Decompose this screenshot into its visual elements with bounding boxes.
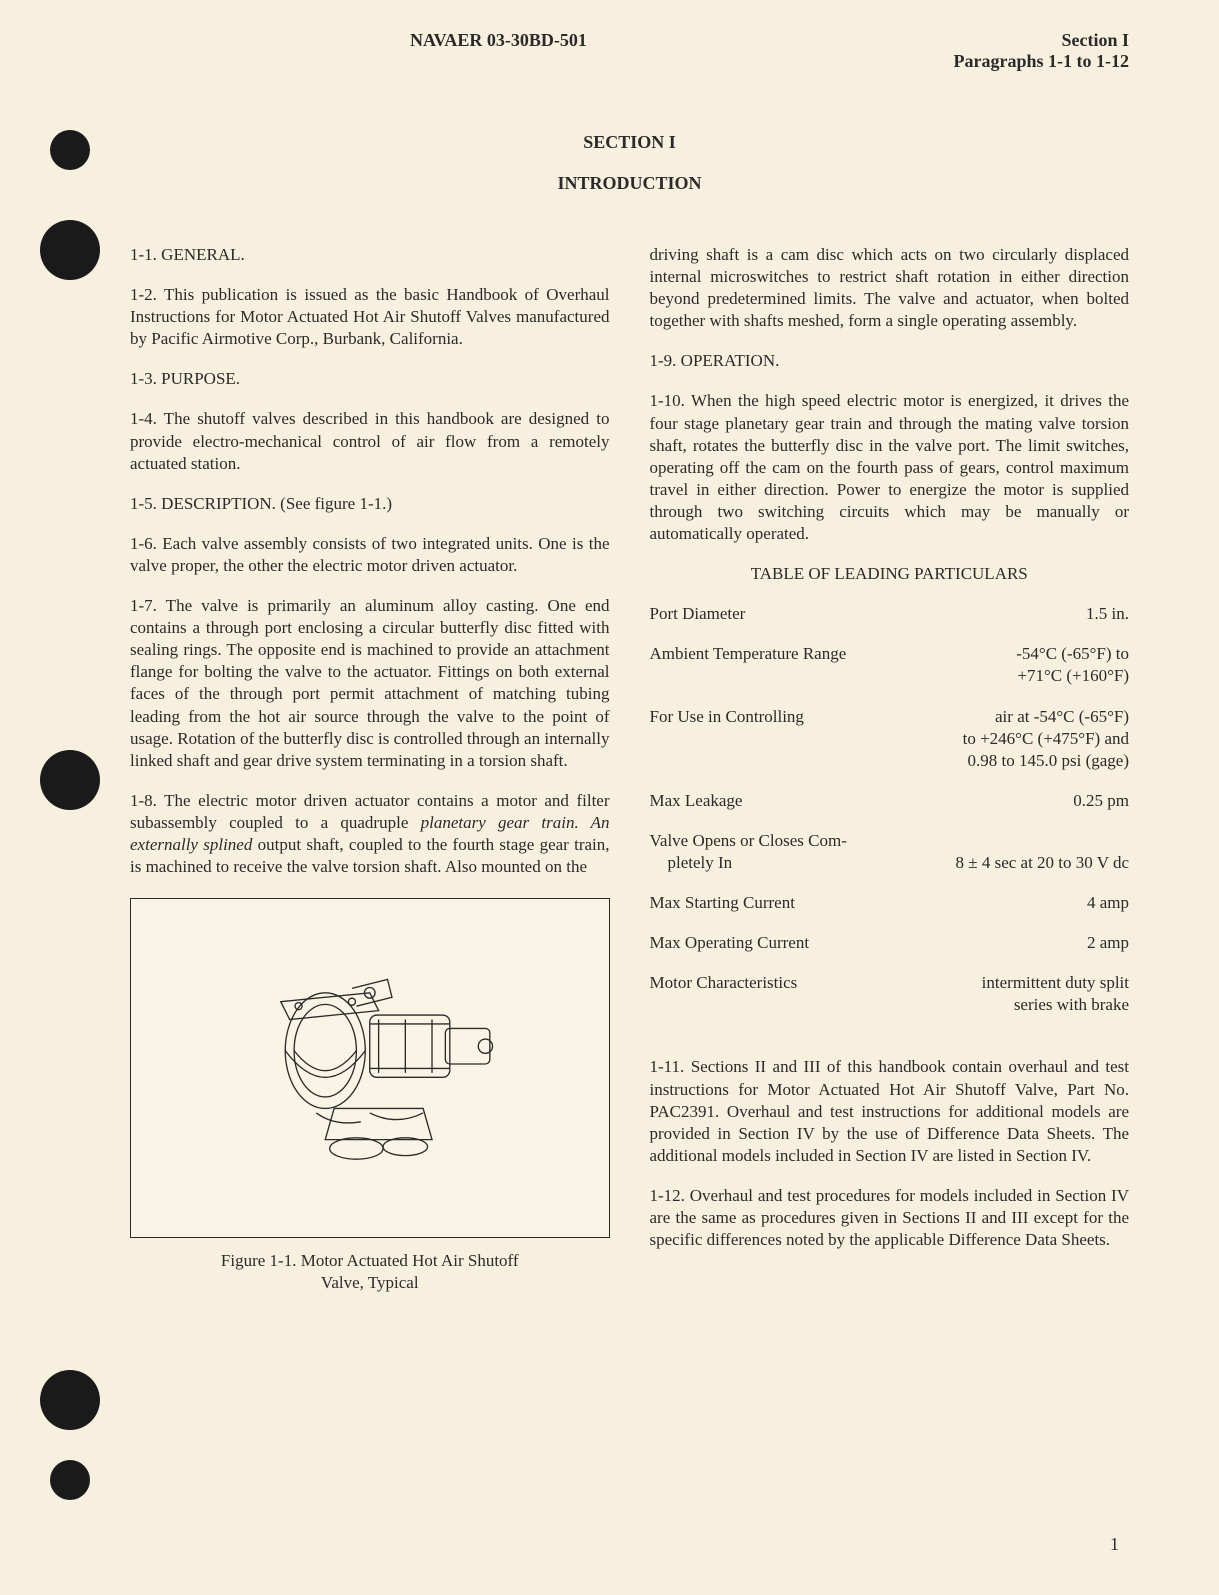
para-1-6: 1-6. Each valve assembly consists of two…	[130, 533, 610, 577]
spec-value: 2 amp	[1087, 932, 1129, 954]
spec-label: For Use in Controlling	[650, 706, 804, 728]
para-1-5: 1-5. DESCRIPTION. (See figure 1-1.)	[130, 493, 610, 515]
right-column: driving shaft is a cam disc which acts o…	[650, 244, 1130, 1294]
spec-value: intermittent duty split	[982, 972, 1129, 994]
spec-label-line1: Valve Opens or Closes Com-	[650, 830, 1130, 852]
spec-label: Ambient Temperature Range	[650, 643, 847, 665]
page-number: 1	[1110, 1534, 1119, 1555]
spec-continuation: to +246°C (+475°F) and	[650, 728, 1130, 750]
spec-max-starting: Max Starting Current 4 amp	[650, 892, 1130, 914]
para-1-10: 1-10. When the high speed electric motor…	[650, 390, 1130, 545]
page-header: NAVAER 03-30BD-501 Section I Paragraphs …	[130, 30, 1129, 72]
spec-port-diameter: Port Diameter 1.5 in.	[650, 603, 1130, 625]
content-columns: 1-1. GENERAL. 1-2. This publication is i…	[130, 244, 1129, 1294]
punch-hole	[40, 1370, 100, 1430]
spec-max-operating: Max Operating Current 2 amp	[650, 932, 1130, 954]
para-1-12: 1-12. Overhaul and test procedures for m…	[650, 1185, 1130, 1251]
para-1-4: 1-4. The shutoff valves described in thi…	[130, 408, 610, 474]
spec-max-leakage: Max Leakage 0.25 pm	[650, 790, 1130, 812]
para-1-9: 1-9. OPERATION.	[650, 350, 1130, 372]
spec-value: 4 amp	[1087, 892, 1129, 914]
spec-value: -54°C (-65°F) to	[1016, 643, 1129, 665]
spec-continuation: +71°C (+160°F)	[650, 665, 1130, 687]
spec-ambient-temp: Ambient Temperature Range -54°C (-65°F) …	[650, 643, 1130, 687]
punch-hole	[50, 1460, 90, 1500]
spec-label: Max Operating Current	[650, 932, 810, 954]
spec-continuation: series with brake	[650, 994, 1130, 1016]
spec-label: pletely In	[668, 852, 733, 874]
punch-hole	[40, 750, 100, 810]
para-1-1: 1-1. GENERAL.	[130, 244, 610, 266]
section-label: Section I	[954, 30, 1129, 51]
para-1-11: 1-11. Sections II and III of this handbo…	[650, 1056, 1130, 1166]
document-number: NAVAER 03-30BD-501	[410, 30, 587, 72]
header-right: Section I Paragraphs 1-1 to 1-12	[954, 30, 1129, 72]
spec-label: Motor Characteristics	[650, 972, 798, 994]
para-1-8: 1-8. The electric motor driven actuator …	[130, 790, 610, 878]
left-column: 1-1. GENERAL. 1-2. This publication is i…	[130, 244, 610, 1294]
punch-hole	[50, 130, 90, 170]
para-1-3: 1-3. PURPOSE.	[130, 368, 610, 390]
figure-caption-line2: Valve, Typical	[130, 1272, 610, 1294]
section-title: SECTION I	[130, 132, 1129, 153]
spec-value: 1.5 in.	[1086, 603, 1129, 625]
spec-value: 8 ± 4 sec at 20 to 30 V dc	[956, 852, 1130, 874]
introduction-title: INTRODUCTION	[130, 173, 1129, 194]
para-1-8-continued: driving shaft is a cam disc which acts o…	[650, 244, 1130, 332]
spec-valve-opens: Valve Opens or Closes Com- pletely In 8 …	[650, 830, 1130, 874]
figure-caption: Figure 1-1. Motor Actuated Hot Air Shuto…	[130, 1250, 610, 1294]
punch-hole	[40, 220, 100, 280]
spec-label: Max Starting Current	[650, 892, 795, 914]
figure-1-1-container	[130, 898, 610, 1238]
spec-motor-char: Motor Characteristics intermittent duty …	[650, 972, 1130, 1016]
spec-controlling: For Use in Controlling air at -54°C (-65…	[650, 706, 1130, 772]
para-1-7: 1-7. The valve is primarily an aluminum …	[130, 595, 610, 772]
figure-caption-line1: Figure 1-1. Motor Actuated Hot Air Shuto…	[130, 1250, 610, 1272]
spec-continuation: 0.98 to 145.0 psi (gage)	[650, 750, 1130, 772]
spec-value: air at -54°C (-65°F)	[995, 706, 1129, 728]
spec-label: Max Leakage	[650, 790, 743, 812]
table-title: TABLE OF LEADING PARTICULARS	[650, 563, 1130, 585]
paragraphs-range: Paragraphs 1-1 to 1-12	[954, 51, 1129, 72]
valve-illustration	[177, 935, 562, 1202]
para-1-2: 1-2. This publication is issued as the b…	[130, 284, 610, 350]
spec-value: 0.25 pm	[1073, 790, 1129, 812]
spec-label: Port Diameter	[650, 603, 746, 625]
